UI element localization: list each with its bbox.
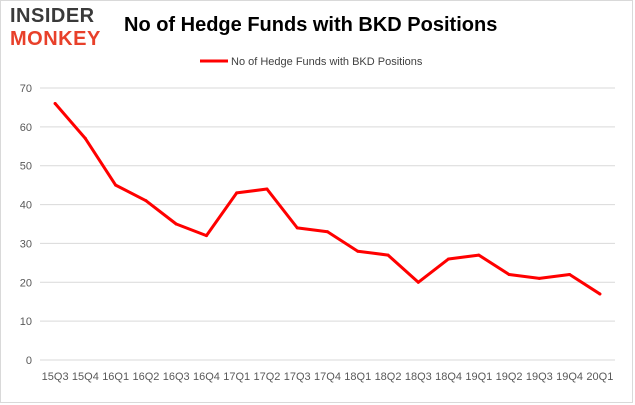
data-point (235, 191, 239, 195)
data-point (144, 199, 148, 203)
x-tick-label: 15Q3 (42, 371, 69, 383)
insider-monkey-logo: INSIDER MONKEY (8, 2, 108, 52)
y-axis-ticks: 0 10 20 30 40 50 60 70 (20, 83, 32, 367)
legend-label: No of Hedge Funds with BKD Positions (231, 56, 423, 68)
data-point (598, 292, 602, 296)
gridlines (40, 87, 615, 361)
data-point (356, 249, 360, 253)
data-point (537, 276, 541, 280)
series-line-0 (53, 102, 602, 296)
data-point (114, 183, 118, 187)
data-point (416, 280, 420, 284)
y-tick-label: 0 (26, 355, 32, 367)
series-layer (53, 102, 602, 296)
data-point (477, 253, 481, 257)
x-tick-label: 17Q3 (284, 371, 311, 383)
data-point (507, 273, 511, 277)
x-tick-label: 18Q2 (375, 371, 402, 383)
x-tick-label: 16Q1 (102, 371, 129, 383)
data-point (568, 273, 572, 277)
logo-text-top: INSIDER (10, 5, 95, 27)
x-tick-label: 20Q1 (586, 371, 613, 383)
data-point (447, 257, 451, 261)
y-tick-label: 10 (20, 316, 32, 328)
data-point (326, 230, 329, 234)
x-tick-label: 18Q4 (435, 371, 462, 383)
x-tick-label: 16Q3 (163, 371, 190, 383)
x-tick-label: 17Q1 (223, 371, 250, 383)
data-point (83, 137, 87, 141)
data-point (295, 226, 299, 230)
x-tick-label: 19Q4 (556, 371, 583, 383)
legend: No of Hedge Funds with BKD Positions (200, 56, 423, 68)
y-tick-label: 40 (20, 200, 32, 212)
data-point (204, 234, 208, 238)
x-tick-label: 16Q2 (132, 371, 159, 383)
x-tick-label: 17Q4 (314, 371, 341, 383)
x-axis-ticks: 15Q3 15Q4 16Q1 16Q2 16Q3 16Q4 17Q1 17Q2 17Q3 17Q4… (42, 371, 614, 383)
x-tick-label: 19Q1 (465, 371, 492, 383)
y-tick-label: 60 (20, 122, 32, 134)
logo-text-bottom: MONKEY (10, 28, 101, 50)
y-tick-label: 70 (20, 83, 32, 95)
y-tick-label: 20 (20, 277, 32, 289)
data-point (265, 187, 269, 191)
y-tick-label: 50 (20, 161, 32, 173)
data-point (53, 102, 57, 106)
chart-title: No of Hedge Funds with BKD Positions (124, 14, 498, 36)
data-point (174, 222, 178, 226)
x-tick-label: 19Q2 (496, 371, 523, 383)
x-tick-label: 18Q3 (405, 371, 432, 383)
x-tick-label: 18Q1 (344, 371, 371, 383)
x-tick-label: 15Q4 (72, 371, 99, 383)
y-tick-label: 30 (20, 238, 32, 250)
x-tick-label: 19Q3 (526, 371, 553, 383)
data-point (386, 253, 390, 257)
x-tick-label: 17Q2 (254, 371, 281, 383)
x-tick-label: 16Q4 (193, 371, 220, 383)
